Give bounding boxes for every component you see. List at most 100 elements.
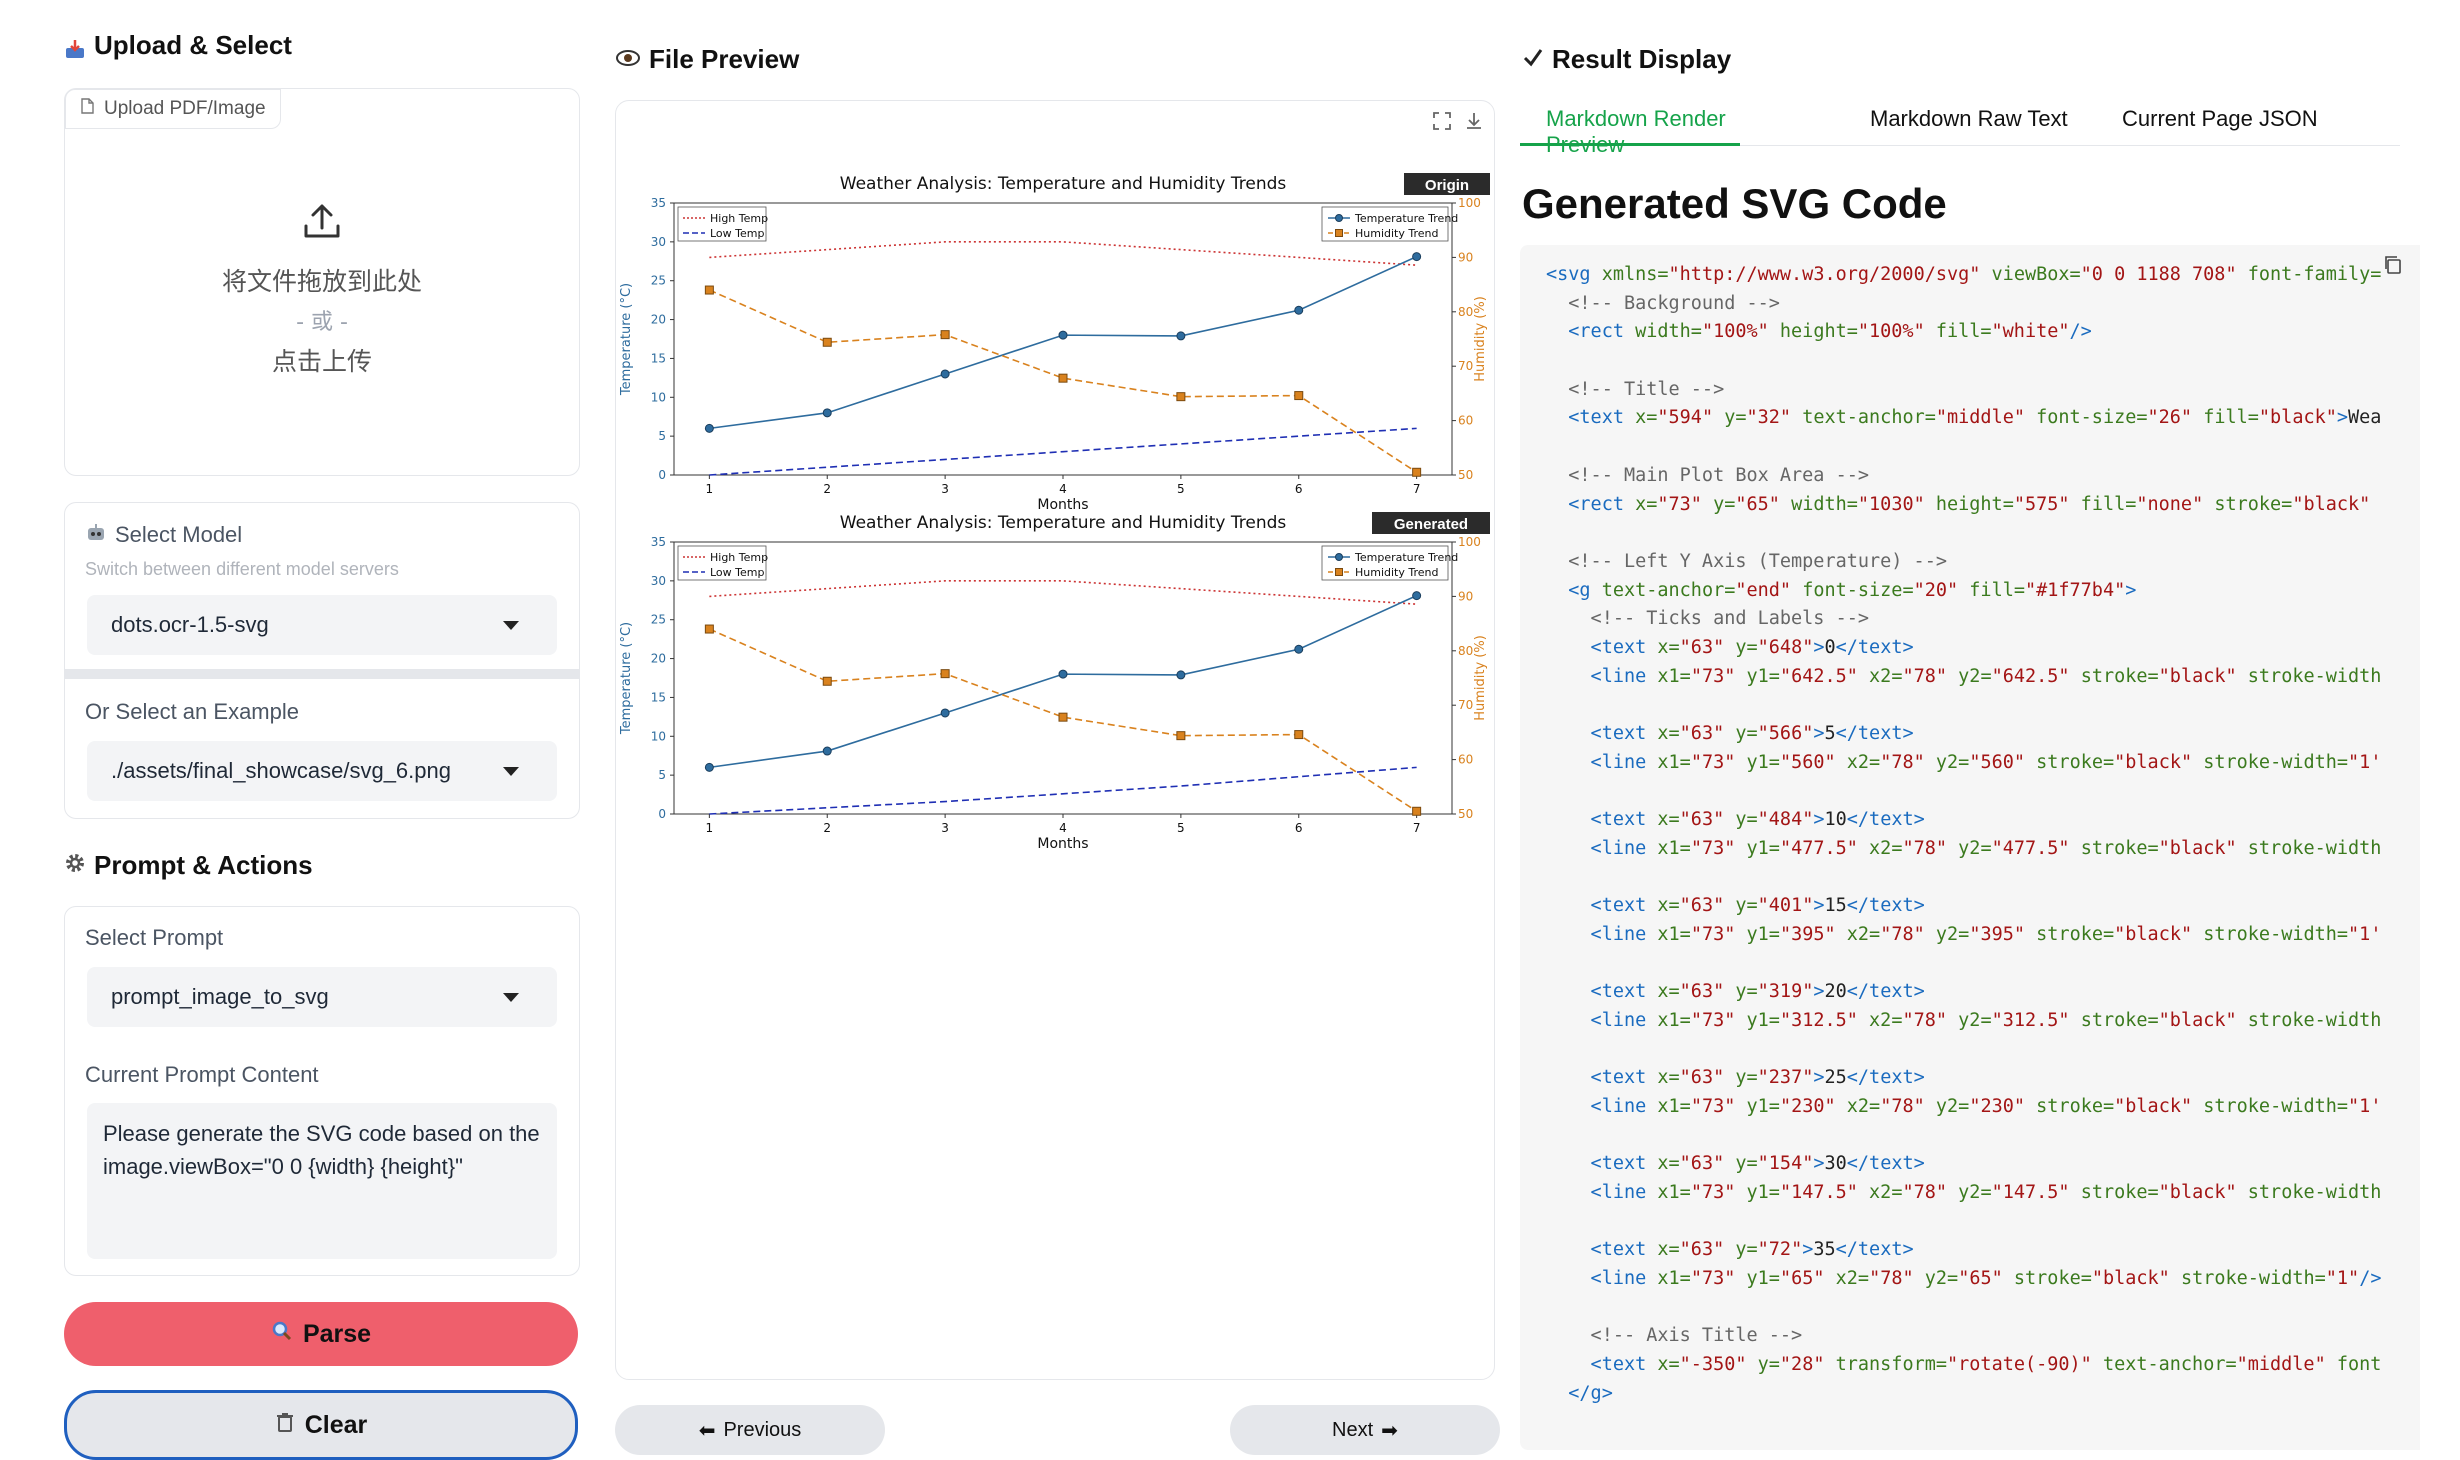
- data-point: [1412, 252, 1422, 262]
- series-line-low-temp: [709, 766, 1417, 815]
- model-select[interactable]: dots.ocr-1.5-svg: [87, 595, 557, 655]
- code-line: <!-- Axis Title -->: [1546, 1325, 1803, 1347]
- example-card: Or Select an Example ./assets/final_show…: [64, 679, 580, 819]
- y-tick-label: 0: [658, 468, 666, 482]
- y-tick-label: 30: [651, 574, 666, 588]
- code-line: [1546, 950, 2420, 979]
- file-preview-title: File Preview: [615, 44, 799, 75]
- y-tick-label: 20: [651, 313, 666, 327]
- data-point: [822, 408, 832, 418]
- x-tick-label: 6: [1295, 482, 1303, 496]
- tab-current-page-json[interactable]: Current Page JSON: [2122, 106, 2318, 131]
- result-display-title: Result Display: [1522, 44, 1731, 75]
- result-panel: Result Display Markdown Render Preview M…: [1520, 30, 2420, 1450]
- code-line: <text x="63" y="401">15</text>: [1546, 895, 1925, 917]
- example-select[interactable]: ./assets/final_showcase/svg_6.png: [87, 741, 557, 801]
- code-line: <text x="63" y="484">10</text>: [1546, 809, 1925, 831]
- upload-card: Upload PDF/Image 将文件拖放到此处 - 或 - 点击上传: [64, 88, 580, 476]
- data-point: [1294, 644, 1304, 654]
- code-line: <text x="-350" y="28" transform="rotate(…: [1546, 1354, 2382, 1376]
- previous-button[interactable]: ⬅ Previous: [615, 1405, 885, 1455]
- robot-icon: [85, 521, 107, 549]
- model-card: Select Model Switch between different mo…: [64, 502, 580, 677]
- legend-label: Humidity Trend: [1355, 227, 1438, 240]
- tab-markdown-render-preview[interactable]: Markdown Render Preview: [1520, 100, 1740, 157]
- x-tick-label: 5: [1177, 482, 1185, 496]
- y-tick-label: 25: [651, 274, 666, 288]
- chart-badge: Origin: [1425, 177, 1469, 194]
- prompt-content-textarea[interactable]: Please generate the SVG code based on th…: [87, 1103, 557, 1259]
- arrow-left-icon: ⬅: [698, 1419, 716, 1442]
- x-tick-label: 1: [706, 821, 714, 835]
- y2-axis-label: Humidity (%): [1473, 635, 1488, 721]
- y2-axis-label: Humidity (%): [1473, 296, 1488, 382]
- data-point: [1176, 392, 1186, 402]
- y2-tick-label: 60: [1458, 414, 1473, 428]
- download-icon[interactable]: [1464, 111, 1484, 136]
- data-point: [704, 624, 714, 634]
- code-line: [1546, 347, 2420, 376]
- data-point: [1058, 712, 1068, 722]
- chart-title: Weather Analysis: Temperature and Humidi…: [840, 174, 1287, 194]
- copy-icon[interactable]: [2382, 254, 2404, 281]
- legend-label: Temperature Trend: [1354, 551, 1458, 564]
- data-point: [1412, 806, 1422, 816]
- magnifier-icon: [271, 1320, 293, 1349]
- x-tick-label: 6: [1295, 821, 1303, 835]
- file-drop-zone[interactable]: 将文件拖放到此处 - 或 - 点击上传: [65, 189, 579, 389]
- code-line: <line x1="73" y1="147.5" x2="78" y2="147…: [1546, 1182, 2382, 1203]
- x-tick-label: 4: [1059, 821, 1067, 835]
- code-line: <line x1="73" y1="560" x2="78" y2="560" …: [1546, 751, 2382, 773]
- code-line: <!-- Left Y Axis (Temperature) -->: [1546, 550, 1947, 572]
- file-icon: [80, 98, 94, 120]
- y-axis-label: Temperature (°C): [619, 622, 634, 735]
- code-line: [1546, 1294, 2420, 1323]
- y-tick-label: 20: [651, 652, 666, 666]
- code-line: <svg xmlns="http://www.w3.org/2000/svg" …: [1546, 264, 2382, 285]
- y2-tick-label: 70: [1458, 359, 1473, 373]
- chart-badge: Generated: [1394, 516, 1468, 533]
- divider: [64, 669, 580, 679]
- parse-button[interactable]: Parse: [64, 1302, 578, 1366]
- file-preview-panel: File Preview Origin Weather Analysis: Tem…: [605, 30, 1505, 1455]
- x-tick-label: 3: [941, 821, 949, 835]
- image-preview: Origin Weather Analysis: Temperature and …: [615, 100, 1495, 1380]
- prompt-select[interactable]: prompt_image_to_svg: [87, 967, 557, 1027]
- data-point: [1412, 591, 1422, 601]
- upload-tab[interactable]: Upload PDF/Image: [65, 89, 281, 129]
- click-upload-text: 点击上传: [271, 347, 372, 376]
- y2-tick-label: 90: [1458, 589, 1473, 603]
- data-point: [1176, 331, 1186, 341]
- y-tick-label: 10: [651, 390, 666, 404]
- code-line: <line x1="73" y1="65" x2="78" y2="65" st…: [1546, 1268, 2382, 1290]
- data-point: [1176, 731, 1186, 741]
- inbox-icon: [64, 36, 86, 58]
- code-line: <rect x="73" y="65" width="1030" height=…: [1546, 493, 2371, 515]
- data-point: [1412, 467, 1422, 477]
- tab-markdown-raw-text[interactable]: Markdown Raw Text: [1870, 106, 2068, 131]
- series-line-temperature-trend: [709, 255, 1417, 430]
- chevron-down-icon: [503, 621, 519, 630]
- data-point: [704, 423, 714, 433]
- legend-label: Temperature Trend: [1354, 212, 1458, 225]
- legend-label: High Temp: [710, 551, 768, 564]
- y-axis-label: Temperature (°C): [619, 283, 634, 396]
- data-point: [1294, 305, 1304, 315]
- result-tabs: Markdown Render Preview Markdown Raw Tex…: [1520, 100, 2400, 157]
- data-point: [1058, 669, 1068, 679]
- fullscreen-icon[interactable]: [1432, 111, 1452, 136]
- code-line: <line x1="73" y1="477.5" x2="78" y2="477…: [1546, 837, 2382, 859]
- data-point: [940, 708, 950, 718]
- y2-tick-label: 100: [1458, 535, 1481, 549]
- y2-tick-label: 60: [1458, 753, 1473, 767]
- drop-text: 将文件拖放到此处: [221, 267, 422, 296]
- next-button[interactable]: Next ➡: [1230, 1405, 1500, 1455]
- x-tick-label: 3: [941, 482, 949, 496]
- legend-marker: [1335, 229, 1343, 237]
- code-line: [1546, 691, 2420, 720]
- y2-tick-label: 50: [1458, 807, 1473, 821]
- code-line: <line x1="73" y1="642.5" x2="78" y2="642…: [1546, 665, 2382, 687]
- code-line: <text x="594" y="32" text-anchor="middle…: [1546, 407, 2382, 429]
- data-point: [1176, 670, 1186, 680]
- x-tick-label: 2: [823, 482, 831, 496]
